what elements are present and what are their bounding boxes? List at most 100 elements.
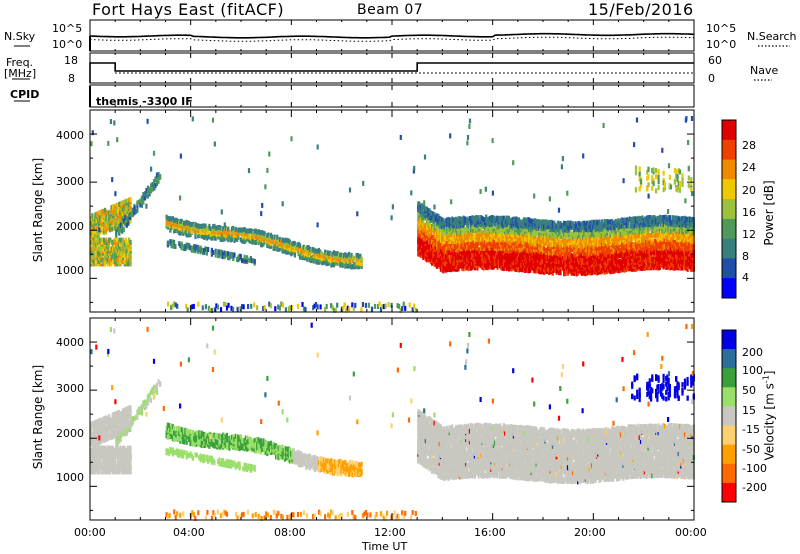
echo-cell — [481, 230, 484, 236]
echo-cell — [317, 257, 320, 263]
echo-cell — [173, 221, 176, 227]
echo-cell — [422, 232, 425, 238]
echo-cell — [436, 233, 439, 239]
echo-cell — [433, 223, 436, 229]
echo-cell — [529, 218, 532, 224]
echo-cell — [242, 234, 245, 240]
echo-cell — [451, 236, 454, 241]
echo-cell — [176, 223, 179, 229]
echo-cell — [485, 222, 488, 228]
echo-cell — [229, 237, 232, 243]
echo-cell — [582, 249, 585, 255]
echo-cell — [207, 230, 210, 235]
echo-cell — [473, 265, 476, 271]
echo-cell — [556, 244, 559, 250]
power-panel — [90, 116, 695, 313]
echo-cell — [486, 226, 489, 232]
echo-cell — [505, 227, 508, 233]
echo-cell — [282, 237, 285, 243]
echo-cell — [422, 226, 425, 232]
echo-cell — [564, 263, 567, 269]
echo-cell — [453, 226, 456, 232]
echo-cell — [275, 236, 278, 242]
echo-cell — [329, 250, 332, 256]
echo-cell — [244, 231, 247, 237]
echo-cell — [485, 225, 488, 231]
echo-cell — [550, 242, 553, 248]
echo-cell — [476, 241, 479, 247]
echo-cell — [115, 229, 118, 235]
echo-cell — [325, 252, 328, 258]
echo-cell — [476, 227, 479, 233]
echo-cell — [472, 243, 475, 249]
echo-cell — [500, 215, 503, 221]
echo-cell — [499, 241, 502, 247]
echo-cell — [244, 258, 247, 264]
echo-cell — [449, 226, 453, 231]
echo-cell — [530, 218, 533, 224]
echo-cell — [602, 222, 605, 228]
echo-cell — [492, 258, 495, 264]
echo-cell — [457, 216, 460, 222]
echo-cell — [603, 222, 606, 227]
echo-cell — [592, 219, 595, 225]
echo-cell — [324, 259, 327, 265]
echo-cell — [590, 241, 593, 247]
echo-cell — [123, 199, 126, 205]
echo-cell — [183, 220, 186, 226]
echo-cell — [447, 253, 450, 259]
echo-cell — [428, 211, 431, 217]
echo-cell — [166, 215, 169, 221]
echo-cell — [193, 226, 196, 232]
echo-cell — [521, 222, 524, 228]
echo-cell — [351, 263, 354, 269]
echo-cell — [545, 234, 548, 240]
echo-cell — [90, 216, 93, 221]
echo-cell — [468, 240, 471, 246]
echo-cell — [507, 263, 510, 269]
echo-cell — [566, 223, 570, 229]
echo-cell — [261, 230, 264, 236]
echo-cell — [583, 253, 586, 259]
echo-cell — [602, 246, 605, 252]
echo-cell — [568, 221, 571, 227]
echo-cell — [520, 243, 523, 249]
echo-cell — [433, 229, 436, 235]
echo-cell — [579, 244, 582, 250]
echo-cell — [287, 238, 290, 244]
echo-cell — [538, 219, 541, 225]
echo-cell — [522, 241, 526, 247]
echo-cell — [225, 230, 229, 236]
echo-cell — [473, 226, 476, 232]
echo-cell — [526, 250, 529, 256]
echo-cell — [495, 258, 498, 264]
echo-cell — [131, 207, 134, 213]
echo-cell — [465, 265, 468, 271]
nsearch-line — [89, 36, 695, 42]
echo-cell — [527, 225, 531, 231]
echo-cell — [475, 225, 478, 231]
echo-cell — [173, 239, 176, 245]
echo-cell — [442, 233, 445, 239]
echo-cell — [522, 234, 526, 240]
echo-cell — [266, 241, 269, 247]
echo-cell — [336, 260, 339, 266]
echo-cell — [504, 246, 507, 252]
echo-cell — [559, 220, 562, 226]
echo-cell — [536, 268, 539, 274]
echo-cell — [273, 234, 276, 240]
echo-cell — [481, 239, 484, 245]
echo-cell — [492, 253, 495, 259]
echo-cell — [114, 259, 117, 265]
echo-cell — [417, 227, 420, 233]
echo-cell — [593, 240, 596, 246]
echo-cell — [179, 230, 182, 236]
echo-cell — [198, 223, 201, 229]
echo-cell — [292, 240, 295, 246]
echo-cell — [253, 238, 256, 244]
echo-cell — [316, 259, 319, 265]
echo-cell — [205, 250, 208, 256]
echo-cell — [239, 227, 242, 233]
echo-cell — [573, 271, 576, 276]
echo-cell — [551, 251, 554, 257]
